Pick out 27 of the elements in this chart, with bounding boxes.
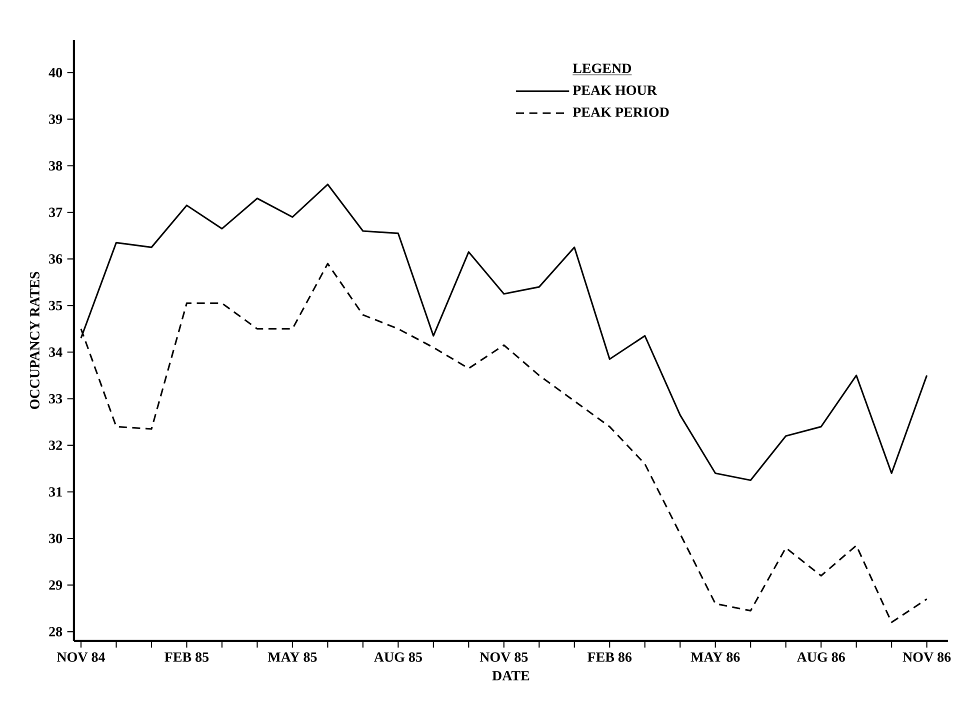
- x-tick-label: FEB 85: [164, 652, 209, 662]
- x-tick-label: MAY 85: [268, 652, 317, 662]
- y-tick-label: 34: [49, 347, 62, 357]
- y-tick-label: 32: [49, 440, 62, 450]
- x-tick-label: NOV 86: [902, 652, 951, 662]
- legend-label: PEAK HOUR: [572, 86, 658, 95]
- y-tick-label: 36: [49, 254, 62, 264]
- y-tick-label: 40: [48, 68, 62, 78]
- x-tick-label: MAY 86: [690, 652, 740, 662]
- y-tick-label: 35: [49, 300, 62, 310]
- x-tick-label: FEB 86: [588, 652, 632, 662]
- x-axis-title: DATE: [492, 671, 530, 680]
- x-tick-label: AUG 86: [796, 652, 845, 662]
- y-tick-label: 30: [49, 534, 62, 544]
- y-tick-label: 39: [49, 114, 62, 124]
- legend-title: LEGEND: [572, 64, 632, 74]
- y-tick-label: 31: [49, 487, 62, 497]
- y-tick-label: 29: [49, 580, 62, 590]
- x-tick-label: AUG 85: [374, 652, 422, 662]
- y-tick-label: 33: [49, 394, 62, 404]
- y-tick-label: 28: [49, 626, 62, 636]
- y-tick-label: 37: [49, 208, 62, 218]
- x-tick-label: NOV 85: [480, 652, 528, 662]
- y-tick-label: 38: [49, 161, 62, 171]
- y-axis-title: OCCUPANCY RATES: [30, 272, 40, 409]
- x-tick-label: NOV 84: [56, 652, 106, 662]
- legend-label: PEAK PERIOD: [572, 107, 669, 117]
